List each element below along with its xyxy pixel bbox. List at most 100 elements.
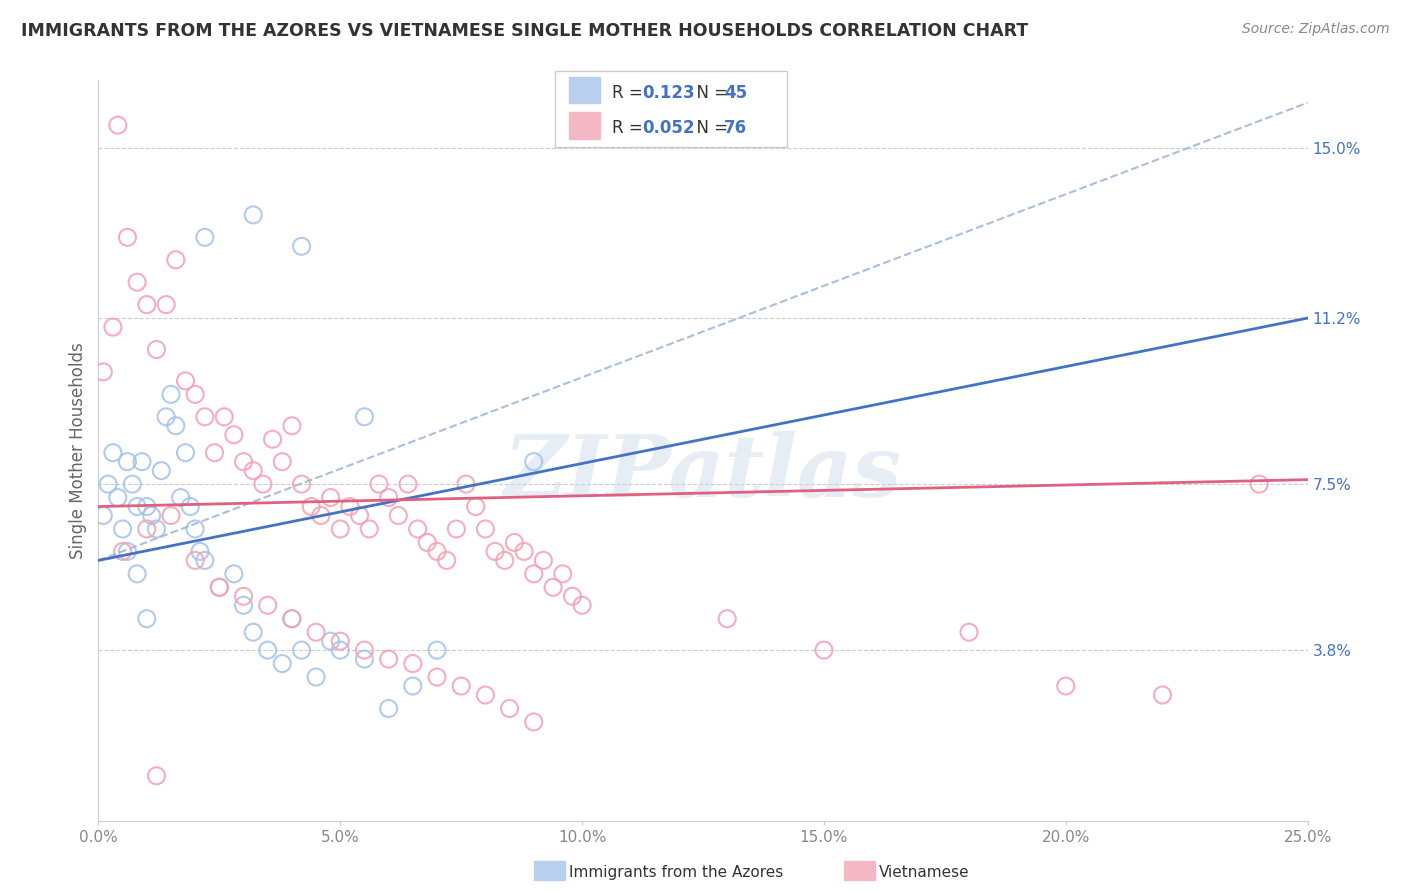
Point (513, 544, 536, 558)
Point (319, 634, 342, 648)
Text: N =: N = (686, 84, 734, 102)
Point (329, 643, 352, 657)
Point (111, 544, 134, 558)
Point (281, 612, 304, 626)
Text: R =: R = (612, 84, 648, 102)
Point (135, 298, 157, 312)
Point (256, 599, 278, 613)
Point (281, 418, 304, 433)
Point (174, 446, 197, 460)
Point (498, 701, 520, 715)
Point (551, 566, 574, 581)
Point (1152, 688, 1174, 702)
Point (188, 544, 211, 558)
Text: 45: 45 (724, 84, 747, 102)
Text: R =: R = (612, 120, 648, 137)
Point (160, 508, 183, 523)
Point (503, 535, 526, 549)
Point (135, 522, 157, 536)
Point (242, 464, 264, 478)
Point (91, 508, 114, 523)
Point (299, 500, 322, 514)
Y-axis label: Single Mother Households: Single Mother Households (69, 343, 87, 558)
Point (184, 522, 207, 536)
Point (135, 500, 157, 514)
Point (169, 491, 191, 505)
Point (212, 409, 235, 424)
Text: Vietnamese: Vietnamese (879, 865, 969, 880)
Text: 0.123: 0.123 (643, 84, 695, 102)
Point (232, 589, 254, 603)
Point (416, 535, 439, 549)
Point (406, 522, 429, 536)
Point (305, 670, 328, 684)
Point (127, 566, 149, 581)
Point (541, 580, 564, 594)
Point (290, 239, 312, 253)
Point (145, 769, 167, 783)
Point (561, 589, 583, 603)
Point (426, 544, 449, 558)
Point (368, 477, 391, 491)
Point (329, 522, 352, 536)
Point (305, 625, 328, 640)
Point (377, 491, 399, 505)
Point (377, 652, 399, 666)
Point (454, 477, 477, 491)
Point (353, 652, 375, 666)
Point (813, 643, 835, 657)
Point (127, 500, 149, 514)
Point (349, 508, 371, 523)
Point (290, 477, 312, 491)
Point (232, 599, 254, 613)
Point (97, 477, 120, 491)
Point (402, 657, 425, 671)
Point (252, 477, 274, 491)
Point (204, 446, 226, 460)
Point (242, 625, 264, 640)
Point (450, 679, 472, 693)
Point (222, 427, 245, 442)
Point (208, 580, 231, 594)
Point (117, 455, 139, 469)
Point (256, 643, 278, 657)
Point (194, 230, 217, 244)
Point (242, 208, 264, 222)
Text: N =: N = (686, 120, 734, 137)
Point (145, 343, 167, 357)
Point (179, 500, 201, 514)
Point (145, 522, 167, 536)
Point (281, 612, 304, 626)
Point (194, 409, 217, 424)
Point (262, 432, 284, 446)
Point (101, 446, 124, 460)
Point (194, 553, 217, 567)
Point (571, 599, 593, 613)
Point (402, 679, 425, 693)
Point (446, 522, 468, 536)
Point (155, 298, 177, 312)
Point (957, 625, 980, 640)
Point (464, 500, 486, 514)
Point (155, 409, 177, 424)
Text: ZIPatlas: ZIPatlas (503, 431, 903, 515)
Point (426, 670, 449, 684)
Point (523, 566, 546, 581)
Point (165, 418, 187, 433)
Point (121, 477, 143, 491)
Point (377, 701, 399, 715)
Point (184, 387, 207, 401)
Point (101, 320, 124, 334)
Point (523, 714, 546, 729)
Point (131, 455, 153, 469)
Point (1054, 679, 1077, 693)
Point (117, 544, 139, 558)
Point (396, 477, 419, 491)
Point (141, 508, 163, 523)
Point (523, 455, 546, 469)
Point (174, 374, 197, 388)
Point (353, 409, 375, 424)
Point (107, 118, 129, 132)
Text: IMMIGRANTS FROM THE AZORES VS VIETNAMESE SINGLE MOTHER HOUSEHOLDS CORRELATION CH: IMMIGRANTS FROM THE AZORES VS VIETNAMESE… (21, 22, 1028, 40)
Point (426, 643, 449, 657)
